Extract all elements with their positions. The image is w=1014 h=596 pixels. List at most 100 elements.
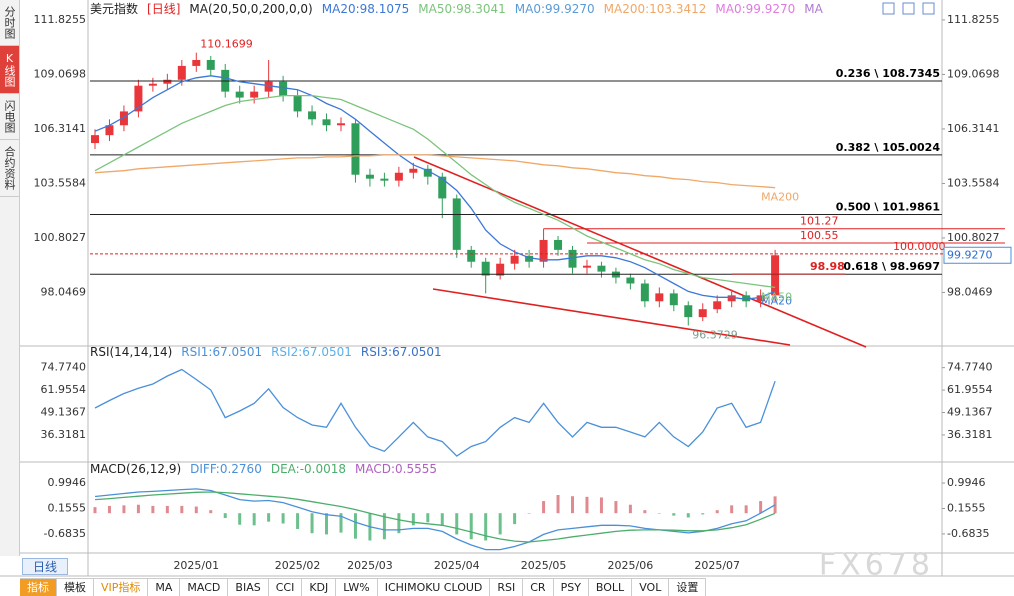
candle-body [423,168,432,177]
toolbar-item[interactable]: VOL [632,579,670,596]
tool-icon[interactable] [882,2,895,15]
toolbar-item[interactable]: CR [523,579,554,596]
y-tick-label: 100.8027 [947,231,1000,244]
toolbar-item[interactable]: VIP指标 [94,579,149,596]
macd-bar [556,495,560,514]
tool-icon[interactable] [922,2,935,15]
legend-item: MA0:99.9270 [514,2,595,16]
macd-bar [296,513,300,529]
x-tick-label: 2025/06 [608,559,654,572]
y-tick-label: 106.3141 [34,122,87,135]
candle-body [119,111,128,126]
toolbar-item[interactable]: PSY [554,579,589,596]
macd-bar [252,513,256,526]
y-tick-label: 74.7740 [41,361,87,374]
watermark: FX678 [819,548,934,583]
header-title: 美元指数 [90,2,139,16]
price-level-label: 100.0000 [893,240,946,253]
toolbar-item[interactable]: 设置 [669,579,707,596]
macd-bar [382,513,386,540]
legend-item: MA50:98.3041 [418,2,506,16]
tool-icon[interactable] [902,2,915,15]
toolbar-item[interactable]: 指标 [20,579,57,596]
macd-bar [93,507,97,514]
panel-header: RSI(14,14,14) RSI1:67.0501 RSI2:67.0501 RSI… [90,345,442,359]
y-tick-label: 49.1367 [41,406,87,419]
candle-body [264,81,273,92]
macd-bar [513,513,517,525]
toolbar-item[interactable]: LW% [336,579,378,596]
price-level-label: 98.98 [810,260,845,273]
candle-body [510,255,519,264]
toolbar-item[interactable]: BOLL [589,579,633,596]
candle-body [351,123,360,175]
candle-body [597,265,606,272]
line-label: MA50 [761,290,792,303]
sidebar-tab[interactable]: K线图 [0,46,19,94]
legend-item: RSI3:67.0501 [360,345,442,359]
candle-body [409,168,418,173]
macd-bar [542,501,546,514]
candle-body [250,91,259,98]
candle-body [467,249,476,262]
candle-body [105,125,114,136]
toolbar-item[interactable]: RSI [490,579,524,596]
toolbar-item[interactable]: KDJ [302,579,337,596]
x-tick-label: 2025/03 [347,559,393,572]
candle-body [438,176,447,199]
y-tick-label: 0.1555 [48,501,87,514]
x-tick-label: 2025/01 [173,559,219,572]
toolbar-item[interactable]: MA [148,579,181,596]
toolbar-item[interactable]: ICHIMOKU CLOUD [378,579,491,596]
toolbar-item[interactable]: 模板 [57,579,94,596]
candle-body [496,263,505,276]
macd-bar [469,513,473,540]
panel-header: MACD(26,12,9) DIFF:0.2760 DEA:-0.0018 MACD:… [90,462,437,476]
series-line [94,75,776,300]
sidebar-tab[interactable]: 合约资料 [0,140,19,197]
macd-bar [527,513,531,514]
y-tick-label: 106.3141 [947,122,1000,135]
y-tick-label: 49.1367 [947,406,993,419]
macd-bar [339,513,343,533]
candle-body [539,239,548,262]
period-button[interactable]: 日线 [22,558,68,575]
macd-bar [657,513,661,514]
fib-label: 0.236 \ 108.7345 [836,67,940,80]
macd-bar [498,513,502,535]
sidebar-tab[interactable]: 分时图 [0,0,19,46]
y-tick-label: 61.9554 [947,383,993,396]
y-tick-label: -0.6835 [44,527,86,540]
sidebar-tab[interactable]: 闪电图 [0,94,19,140]
header-indicator: MA(20,50,0,200,0,0) [189,2,313,16]
macd-bar [759,501,763,514]
header-title: MACD(26,12,9) [90,462,182,476]
x-tick-label: 2025/05 [521,559,567,572]
macd-bar [310,513,314,534]
macd-bar [744,505,748,514]
candle-body [148,83,157,86]
candle-body [554,239,563,250]
line-label: MA20 [761,294,792,307]
candle-body [206,59,215,70]
macd-bar [165,505,169,514]
legend-item: DEA:-0.0018 [270,462,347,476]
toolbar-item[interactable]: BIAS [228,579,269,596]
candle-body [727,295,736,302]
fib-label: 0.500 \ 101.9861 [836,201,940,214]
toolbar-item[interactable]: CCI [269,579,303,596]
x-tick-label: 2025/02 [275,559,321,572]
y-tick-label: 111.8255 [947,13,1000,26]
candle-body [582,265,591,268]
header-title: RSI(14,14,14) [90,345,173,359]
y-tick-label: 36.3181 [947,428,993,441]
y-tick-label: 100.8027 [34,231,87,244]
legend-item: DIFF:0.2760 [190,462,262,476]
price-level-label: 100.55 [800,229,839,242]
macd-bar [455,513,459,535]
y-tick-label: 98.0469 [41,285,87,298]
toolbar-item[interactable]: MACD [180,579,229,596]
candle-body [669,293,678,306]
series-line [94,488,776,551]
